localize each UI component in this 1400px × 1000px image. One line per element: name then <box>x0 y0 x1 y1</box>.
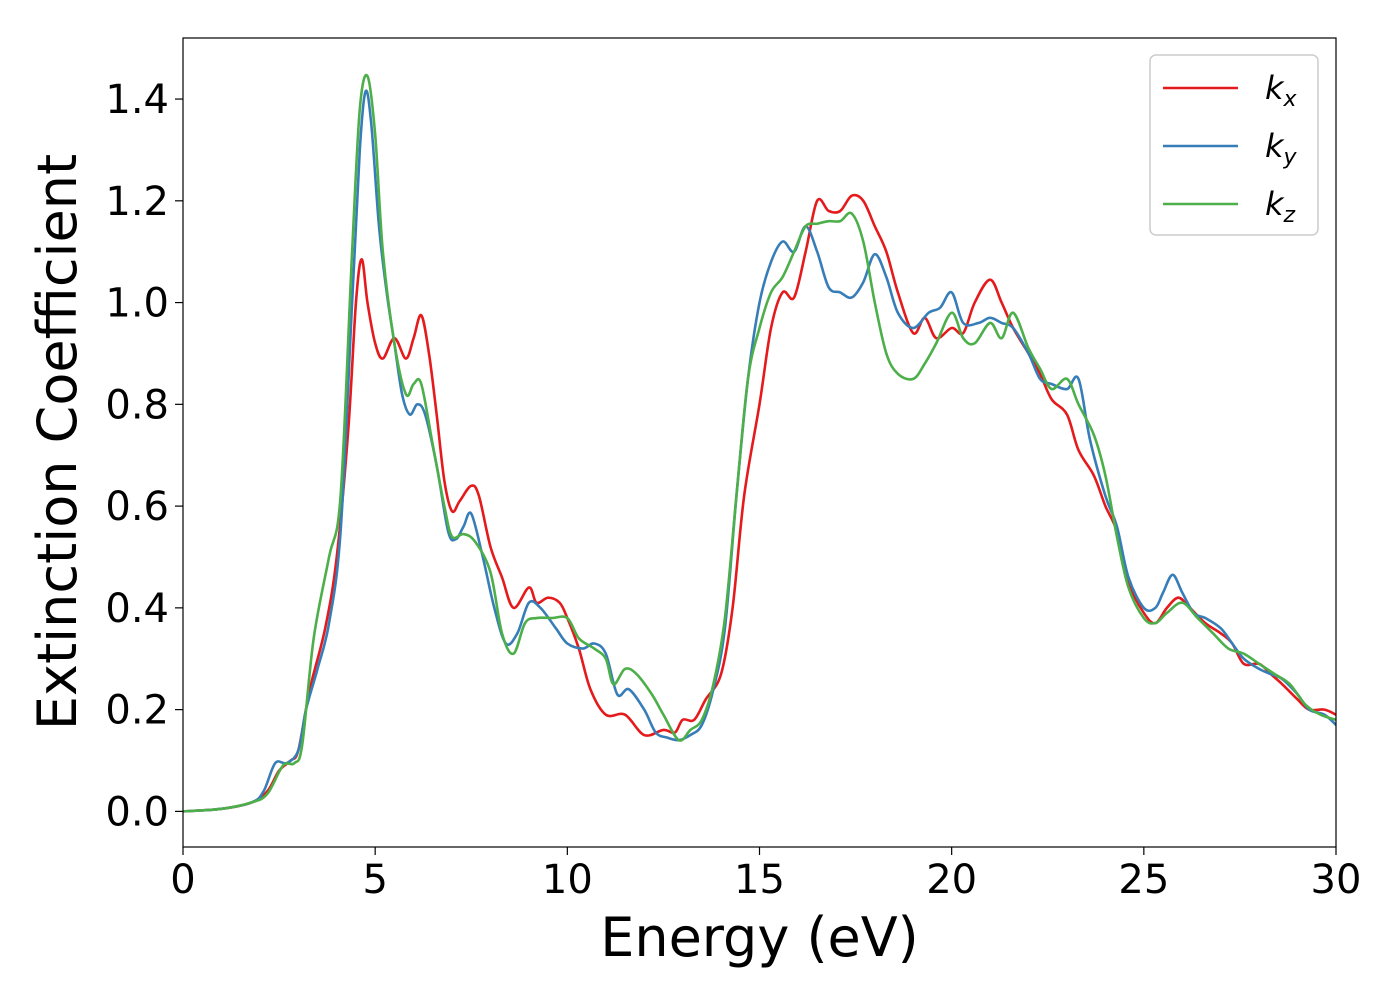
x-axis-label: Energy (eV) <box>600 906 919 969</box>
y-tick-label: 0.6 <box>105 484 169 530</box>
x-tick-label: 0 <box>170 857 195 903</box>
y-tick-label: 0.4 <box>105 586 169 632</box>
series-layer <box>183 73 1336 813</box>
y-tick-label: 0.8 <box>105 382 169 428</box>
x-tick-label: 5 <box>362 857 387 903</box>
x-tick-label: 25 <box>1118 857 1169 903</box>
y-tick-label: 0.2 <box>105 688 169 734</box>
y-tick-label: 0.0 <box>105 789 169 835</box>
y-axis: 0.0 0.2 0.4 0.6 0.8 1.0 1.2 1.4 <box>105 77 183 835</box>
series-line-kx <box>183 193 1336 813</box>
y-tick-label: 1.4 <box>105 77 169 123</box>
x-tick-label: 10 <box>542 857 593 903</box>
x-tick-label: 30 <box>1311 857 1362 903</box>
y-tick-label: 1.2 <box>105 179 169 225</box>
series-line-kz <box>183 73 1336 813</box>
x-tick-label: 20 <box>926 857 977 903</box>
x-axis: 0 5 10 15 20 25 30 <box>170 847 1361 903</box>
y-tick-label: 1.0 <box>105 281 169 327</box>
x-tick-label: 15 <box>734 857 785 903</box>
y-axis-label: Extinction Coefficient <box>26 154 89 730</box>
